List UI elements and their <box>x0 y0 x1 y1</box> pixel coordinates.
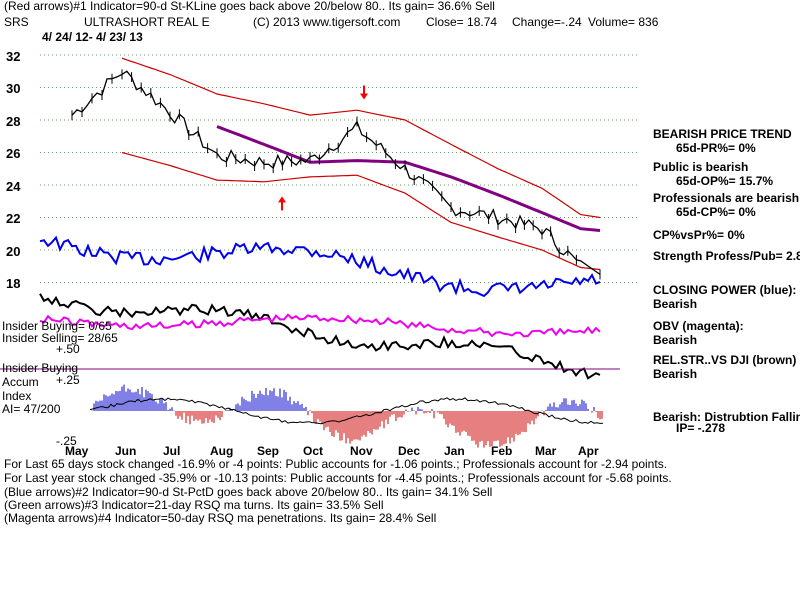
upper-band-line <box>121 57 601 219</box>
month-label-jun: Jun <box>115 444 137 458</box>
op-value: 65d-OP%= 15.7% <box>676 174 774 188</box>
month-label-nov: Nov <box>350 444 373 458</box>
strength-value: Strength Profess/Pub= 2.8 <box>653 249 800 263</box>
relstr-value: Bearish <box>653 367 698 381</box>
close-value: Close= 18.74 <box>426 15 498 29</box>
accum-index-histogram <box>89 384 604 448</box>
rel-strength-line <box>39 293 601 380</box>
date-range: 4/ 24/ 12- 4/ 23/ 13 <box>42 30 143 44</box>
ip-value: IP= -.278 <box>676 421 726 435</box>
public-label: Public is bearish <box>653 160 749 174</box>
y-tick-26: 26 <box>6 146 21 161</box>
lower-band-line <box>121 151 601 271</box>
month-label-apr: Apr <box>578 444 599 458</box>
insider-buying-label: Insider Buying <box>2 361 79 375</box>
month-label-oct: Oct <box>303 444 324 458</box>
scale-plus25: +.25 <box>56 373 80 387</box>
closing-power-line <box>39 235 601 298</box>
chart-series <box>0 69 620 380</box>
relstr-label: REL.STR..VS DJI (brown) <box>653 353 797 367</box>
copyright: (C) 2013 www.tigersoft.com <box>253 15 401 29</box>
footer-blue-arrows: (Blue arrows)#2 Indicator=90-d St-PctD g… <box>4 485 493 499</box>
ai-value: AI= 47/200 <box>2 402 61 416</box>
obv-value: Bearish <box>653 333 698 347</box>
trend-title: BEARISH PRICE TREND <box>653 127 792 141</box>
prof-label: Professionals are bearish <box>653 191 800 205</box>
change-value: Change=-.24 <box>512 15 582 29</box>
y-tick-32: 32 <box>6 49 21 64</box>
month-label-mar: Mar <box>535 444 557 458</box>
red-arrow-head <box>360 93 368 100</box>
red-arrow-up <box>278 196 286 211</box>
month-label-aug: Aug <box>210 444 234 458</box>
month-label-jan: Jan <box>444 444 465 458</box>
y-tick-18: 18 <box>6 276 21 291</box>
y-tick-20: 20 <box>6 244 21 259</box>
y-tick-22: 22 <box>6 211 21 226</box>
bollinger-bands <box>121 57 601 271</box>
chart-marks <box>278 85 368 211</box>
bearish-distribution: Bearish: Distrubtion Falling <box>653 410 800 424</box>
y-tick-30: 30 <box>6 81 21 96</box>
gridlines <box>40 54 640 283</box>
insider-buying: Insider Buying= 0/65 <box>2 319 112 333</box>
volume-value: Volume= 836 <box>588 15 659 29</box>
y-tick-28: 28 <box>6 114 21 129</box>
closing-power-label: CLOSING POWER (blue): <box>653 283 797 297</box>
obv-label: OBV (magenta): <box>653 319 744 333</box>
footer-year: For Last year stock changed -35.9% or -1… <box>4 471 672 485</box>
closing-power-value: Bearish <box>653 297 698 311</box>
index-label: Index <box>2 389 32 403</box>
scale-minus25: -.25 <box>56 434 77 448</box>
y-tick-24: 24 <box>6 179 21 194</box>
month-label-feb: Feb <box>491 444 513 458</box>
cpvspr-value: CP%vsPr%= 0% <box>653 228 745 242</box>
month-label-may: May <box>65 444 89 458</box>
scale-plus50: +.50 <box>56 342 80 356</box>
obv-line <box>39 313 601 338</box>
red-arrow-head <box>278 196 286 203</box>
stock-name: ULTRASHORT REAL E <box>84 15 210 29</box>
accum-ma-line <box>89 397 604 425</box>
month-label-jul: Jul <box>163 444 181 458</box>
red-arrow-down <box>360 85 368 100</box>
cp-value: 65d-CP%= 0% <box>676 205 756 219</box>
footer-65day: For Last 65 days stock changed -16.9% or… <box>4 457 668 471</box>
price-line <box>71 70 601 275</box>
pr-value: 65d-PR%= 0% <box>676 141 756 155</box>
ticker-symbol: SRS <box>4 15 29 29</box>
footer-green-arrows: (Green arrows)#3 Indicator=21-day RSQ ma… <box>4 498 384 512</box>
insider-selling: Insider Selling= 28/65 <box>2 331 118 345</box>
header-indicator-line: (Red arrows)#1 Indicator=90-d St-KLine g… <box>4 0 495 13</box>
month-label-dec: Dec <box>398 444 421 458</box>
month-label-sep: Sep <box>257 444 280 458</box>
footer-magenta-arrows: (Magenta arrows)#4 Indicator=50-day RSQ … <box>4 511 437 525</box>
moving-average-line <box>216 125 601 232</box>
accum-label: Accum <box>2 375 39 389</box>
